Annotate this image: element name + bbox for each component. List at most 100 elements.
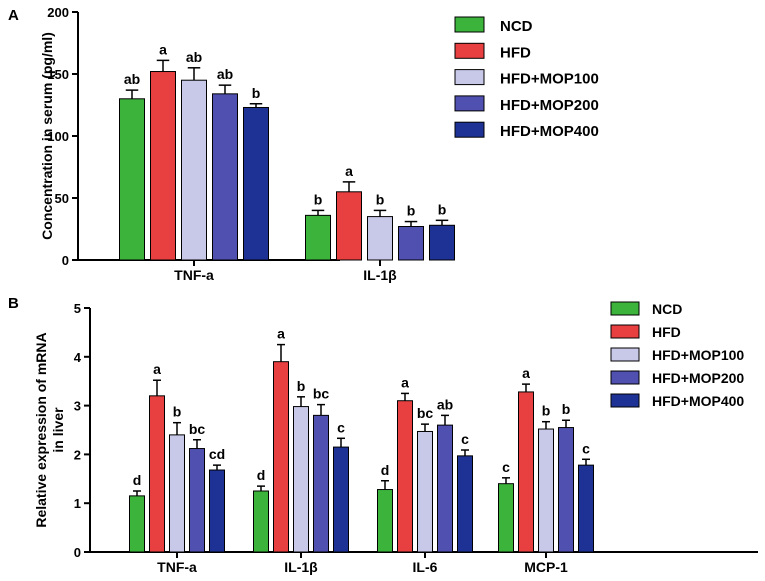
- bar: [398, 226, 424, 261]
- significance-label: b: [252, 85, 261, 101]
- y-tick-label: 3: [74, 399, 81, 414]
- x-tick-label: TNF-a: [174, 267, 214, 283]
- legend-swatch: [610, 393, 640, 408]
- y-tick-label: 1: [74, 496, 81, 511]
- bar: [189, 448, 205, 553]
- legend-swatch: [454, 42, 485, 59]
- legend-label: HFD: [500, 44, 531, 61]
- significance-label: c: [337, 419, 345, 435]
- bar: [209, 469, 225, 553]
- bar: [538, 428, 554, 553]
- legend-label: HFD+MOP400: [500, 123, 599, 140]
- significance-label: bc: [417, 405, 434, 421]
- significance-label: a: [159, 41, 167, 57]
- significance-label: a: [401, 374, 409, 390]
- y-axis-title: Relative expression of mRNAin liver: [33, 332, 66, 527]
- significance-label: b: [173, 404, 182, 420]
- y-tick-label: 4: [74, 350, 82, 365]
- bar: [293, 406, 309, 553]
- significance-label: d: [133, 472, 142, 488]
- panel-b: B Relative expression of mRNAin liver 0 1 2 3…: [8, 295, 758, 575]
- significance-label: c: [502, 459, 510, 475]
- bar: [212, 93, 238, 261]
- x-tick-label: MCP-1: [524, 559, 568, 575]
- y-tick-label: 0: [74, 545, 81, 560]
- y-tick-label: 0: [62, 253, 69, 268]
- y-tick-label: 200: [47, 5, 69, 20]
- significance-label: b: [407, 203, 416, 219]
- significance-label: b: [297, 378, 306, 394]
- legend-swatch: [610, 301, 640, 316]
- bar: [377, 489, 393, 553]
- significance-label: b: [376, 191, 385, 207]
- significance-label: ab: [437, 396, 453, 412]
- panel-letter: A: [8, 7, 19, 24]
- y-tick-label: 50: [55, 191, 69, 206]
- bar: [367, 216, 393, 261]
- significance-label: a: [153, 361, 161, 377]
- bar: [243, 106, 269, 261]
- legend-label: HFD+MOP200: [500, 97, 599, 114]
- y-tick-label: 2: [74, 447, 81, 462]
- x-tick-label: IL-1β: [363, 267, 397, 283]
- y-tick-label: 5: [74, 301, 81, 316]
- y-axis-title-line: in liver: [50, 407, 66, 453]
- legend-swatch: [610, 324, 640, 339]
- legend-swatch: [610, 370, 640, 385]
- bar: [169, 434, 185, 553]
- bar: [313, 414, 329, 553]
- bar: [333, 446, 349, 553]
- significance-label: a: [345, 163, 353, 179]
- y-axis-title: Concentration in serum (pg/ml): [39, 32, 55, 240]
- significance-label: c: [461, 431, 469, 447]
- x-tick-label: IL-1β: [284, 559, 318, 575]
- panel-letter: B: [8, 295, 19, 312]
- bar: [305, 214, 331, 261]
- significance-label: bc: [313, 386, 330, 402]
- legend-swatch: [454, 121, 485, 138]
- significance-label: d: [381, 462, 390, 478]
- significance-label: b: [542, 403, 551, 419]
- bar: [457, 455, 473, 553]
- bar: [578, 464, 594, 553]
- legend-label: HFD+MOP400: [652, 393, 744, 409]
- bar: [253, 490, 269, 553]
- significance-label: a: [522, 365, 530, 381]
- legend-swatch: [454, 95, 485, 112]
- significance-label: cd: [209, 446, 225, 462]
- legend-label: NCD: [652, 301, 682, 317]
- panel-a: A Concentration in serum (pg/ml) 0 50 100 150…: [8, 5, 599, 283]
- bar: [150, 71, 176, 261]
- x-tick-label: TNF-a: [157, 559, 197, 575]
- legend-swatch: [610, 347, 640, 362]
- significance-label: b: [562, 401, 571, 417]
- bar: [518, 391, 534, 553]
- y-tick-label: 100: [47, 129, 69, 144]
- y-axis-title-line: Relative expression of mRNA: [33, 332, 49, 527]
- bar: [336, 191, 362, 261]
- y-tick-label: 150: [47, 67, 69, 82]
- legend-label: HFD: [652, 324, 681, 340]
- bar: [417, 430, 433, 553]
- legend-swatch: [454, 69, 485, 86]
- legend-swatch: [454, 16, 485, 33]
- legend-label: HFD+MOP200: [652, 370, 744, 386]
- bar: [119, 98, 145, 261]
- significance-label: ab: [217, 66, 233, 82]
- significance-label: d: [257, 467, 266, 483]
- significance-label: ab: [124, 71, 140, 87]
- bar: [429, 224, 455, 261]
- bar: [181, 79, 207, 261]
- bar: [149, 395, 165, 553]
- x-tick-label: IL-6: [413, 559, 438, 575]
- bar: [437, 424, 453, 553]
- legend-label: HFD+MOP100: [652, 347, 744, 363]
- bar: [498, 483, 514, 553]
- significance-label: a: [277, 326, 285, 342]
- legend-label: HFD+MOP100: [500, 71, 599, 88]
- significance-label: b: [314, 191, 323, 207]
- bar: [558, 427, 574, 553]
- bar: [129, 495, 145, 553]
- significance-label: b: [438, 201, 447, 217]
